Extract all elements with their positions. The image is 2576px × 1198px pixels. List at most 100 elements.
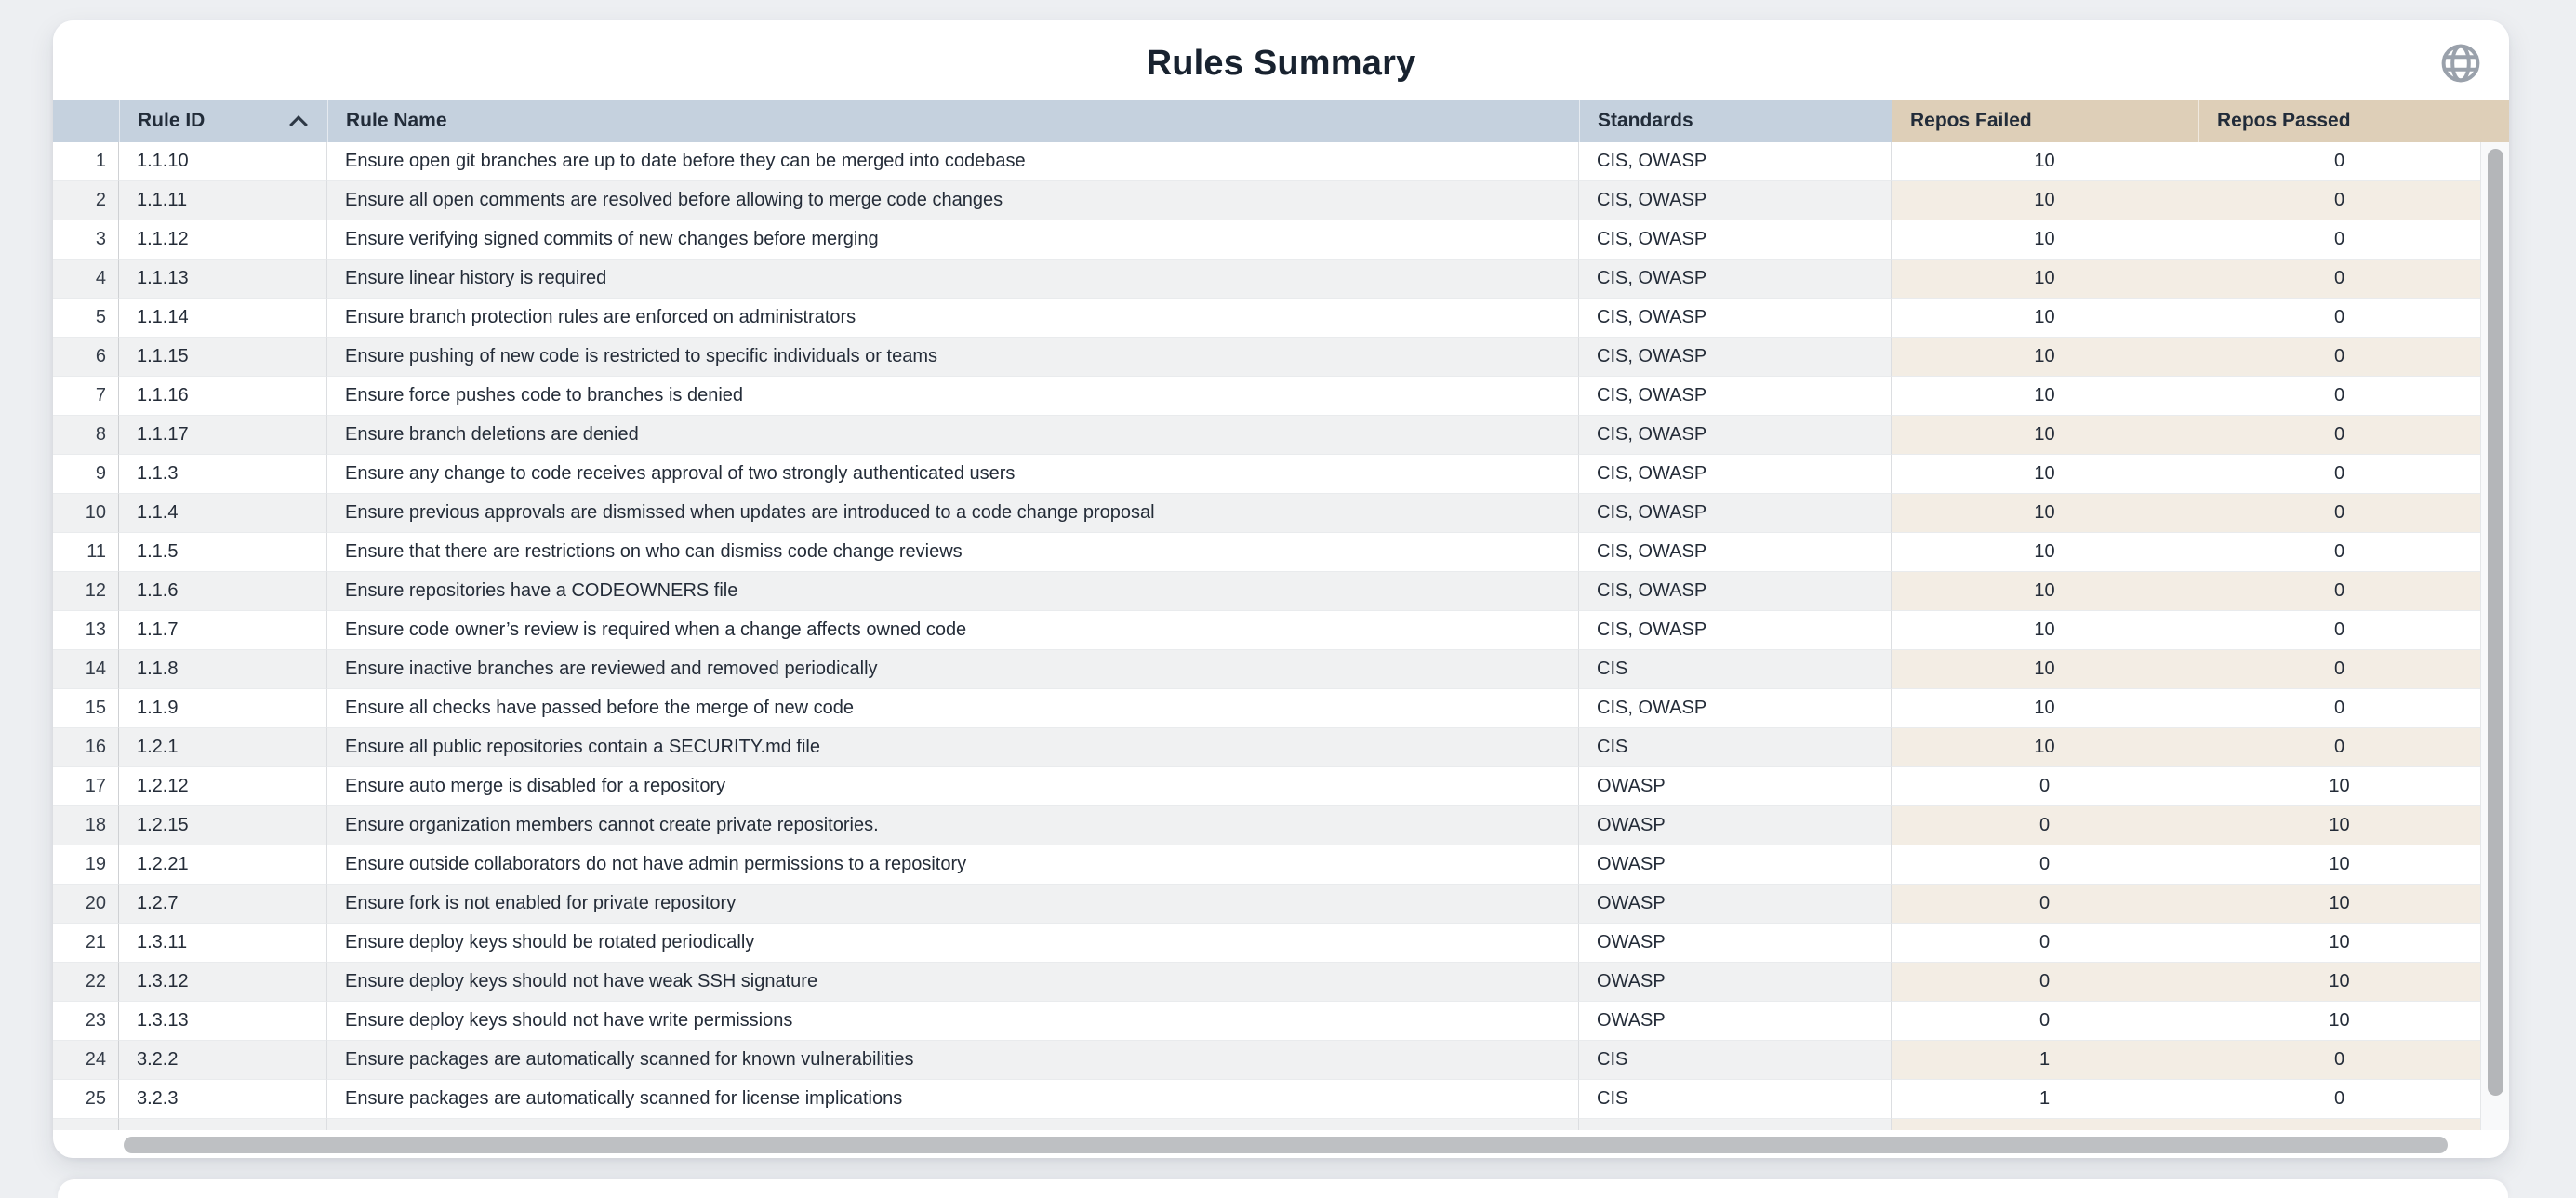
cell-standards: CIS, OWASP [1579,377,1892,416]
cell-rule-id: 1.1.3 [119,455,327,494]
cell-num: 7 [53,377,119,416]
cell-rule-id: 1.1.7 [119,611,327,650]
table-row[interactable]: 23 1.3.13 Ensure deploy keys should not ha… [53,1002,2509,1041]
cell-standards: CIS, OWASP [1579,299,1892,338]
cell-rule-id: 1.2.15 [119,806,327,845]
next-card-edge [58,1179,2508,1198]
cell-repos-failed: 10 [1892,494,2198,533]
column-header-rule-name[interactable]: Rule Name [327,100,1579,142]
cell-num: 21 [53,924,119,963]
table-row[interactable]: 18 1.2.15 Ensure organization members cann… [53,806,2509,845]
table-row[interactable]: 25 3.2.3 Ensure packages are automatically… [53,1080,2509,1119]
cell-repos-passed: 0 [2198,572,2480,611]
cell-repos-failed: 0 [1892,924,2198,963]
cell-num: 23 [53,1002,119,1041]
cell-repos-passed: 0 [2198,1041,2480,1080]
column-header-rule-id[interactable]: Rule ID [119,100,327,142]
table-row[interactable]: 3 1.1.12 Ensure verifying signed commits o… [53,220,2509,260]
cell-rule-id: 1.2.7 [119,885,327,924]
table-row[interactable]: 1 1.1.10 Ensure open git branches are up t… [53,142,2509,181]
table-row[interactable]: 13 1.1.7 Ensure code owner’s review is req… [53,611,2509,650]
table-row[interactable]: 9 1.1.3 Ensure any change to code receives… [53,455,2509,494]
cell-repos-failed: 10 [1892,338,2198,377]
cell-repos-passed: 0 [2198,377,2480,416]
cell-rule-id: 1.1.16 [119,377,327,416]
cell-standards: CIS, OWASP [1579,533,1892,572]
column-header-rule-id-label: Rule ID [138,110,206,131]
cell-rule-name: Ensure that there are restrictions on wh… [327,533,1579,572]
cell-standards: CIS [1579,728,1892,767]
cell-repos-passed: 10 [2198,767,2480,806]
cell-repos-failed: 10 [1892,533,2198,572]
cell-rule-name: Ensure all open comments are resolved be… [327,181,1579,220]
vertical-scrollbar-track[interactable] [2480,142,2509,1130]
cell-num: 16 [53,728,119,767]
table-row[interactable]: 16 1.2.1 Ensure all public repositories co… [53,728,2509,767]
cell-rule-id: 1.1.13 [119,260,327,299]
table-row[interactable]: 7 1.1.16 Ensure force pushes code to branc… [53,377,2509,416]
column-header-standards[interactable]: Standards [1579,100,1892,142]
table-row[interactable]: 8 1.1.17 Ensure branch deletions are denie… [53,416,2509,455]
cell-standards: OWASP [1579,885,1892,924]
cell-repos-failed: 10 [1892,377,2198,416]
cell-rule-name: Ensure branch protection rules are enfor… [327,299,1579,338]
cell-repos-passed: 0 [2198,689,2480,728]
table-row[interactable]: 15 1.1.9 Ensure all checks have passed bef… [53,689,2509,728]
cell-repos-passed: 0 [2198,533,2480,572]
cell-num: 13 [53,611,119,650]
cell-rule-name: Ensure any change to code receives appro… [327,455,1579,494]
cell-repos-failed: 10 [1892,416,2198,455]
table-row[interactable]: 11 1.1.5 Ensure that there are restriction… [53,533,2509,572]
cell-num: 19 [53,845,119,885]
cell-num: 17 [53,767,119,806]
cell-repos-passed: 0 [2198,338,2480,377]
table-row[interactable]: 4 1.1.13 Ensure linear history is required… [53,260,2509,299]
cell-rule-name: Ensure all checks have passed before the… [327,689,1579,728]
cell-repos-failed: 10 [1892,142,2198,181]
cell-num: 22 [53,963,119,1002]
cell-standards: CIS, OWASP [1579,494,1892,533]
globe-button[interactable] [2438,41,2483,86]
cell-repos-failed: 10 [1892,299,2198,338]
table-row[interactable]: 21 1.3.11 Ensure deploy keys should be rot… [53,924,2509,963]
table-row[interactable]: 22 1.3.12 Ensure deploy keys should not ha… [53,963,2509,1002]
cell-rule-name: Ensure inactive branches are reviewed an… [327,650,1579,689]
cell-repos-passed: 10 [2198,885,2480,924]
column-header-repos-failed[interactable]: Repos Failed [1892,100,2198,142]
table-row[interactable]: 5 1.1.14 Ensure branch protection rules ar… [53,299,2509,338]
cell-repos-failed: 1 [1892,1041,2198,1080]
cell-rule-name: Ensure outside collaborators do not have… [327,845,1579,885]
cell-rule-name: Ensure code owner’s review is required w… [327,611,1579,650]
cell-rule-id: 1.2.1 [119,728,327,767]
horizontal-scrollbar-track[interactable] [53,1130,2509,1158]
cell-rule-name: Ensure fork is not enabled for private r… [327,885,1579,924]
rules-summary-card: Rules Summary Rule ID Rule Name Standard… [53,20,2509,1158]
cell-repos-failed: 0 [1892,885,2198,924]
table-row[interactable]: 6 1.1.15 Ensure pushing of new code is res… [53,338,2509,377]
table-row[interactable]: 24 3.2.2 Ensure packages are automatically… [53,1041,2509,1080]
column-header-repos-passed[interactable]: Repos Passed [2198,100,2509,142]
table-row[interactable]: 17 1.2.12 Ensure auto merge is disabled fo… [53,767,2509,806]
table-row[interactable]: 19 1.2.21 Ensure outside collaborators do … [53,845,2509,885]
cell-rule-name: Ensure verifying signed commits of new c… [327,220,1579,260]
cell-standards: CIS, OWASP [1579,338,1892,377]
cell-rule-id: 1.1.6 [119,572,327,611]
cell-repos-passed: 0 [2198,260,2480,299]
cell-repos-failed: 10 [1892,689,2198,728]
table-row[interactable]: 12 1.1.6 Ensure repositories have a CODEOW… [53,572,2509,611]
sort-ascending-icon [289,115,308,134]
table-row[interactable]: 14 1.1.8 Ensure inactive branches are revi… [53,650,2509,689]
table-row[interactable]: 2 1.1.11 Ensure all open comments are reso… [53,181,2509,220]
table-row[interactable]: 10 1.1.4 Ensure previous approvals are dis… [53,494,2509,533]
cell-num: 14 [53,650,119,689]
cell-repos-failed: 10 [1892,650,2198,689]
table-row[interactable]: 20 1.2.7 Ensure fork is not enabled for pr… [53,885,2509,924]
cell-num: 24 [53,1041,119,1080]
title-bar: Rules Summary [53,20,2509,100]
cell-rule-id: 3.2.2 [119,1041,327,1080]
horizontal-scrollbar-thumb[interactable] [124,1137,2448,1153]
cell-repos-passed: 0 [2198,416,2480,455]
vertical-scrollbar-thumb[interactable] [2488,149,2503,1096]
cell-repos-passed: 0 [2198,181,2480,220]
cell-num: 9 [53,455,119,494]
